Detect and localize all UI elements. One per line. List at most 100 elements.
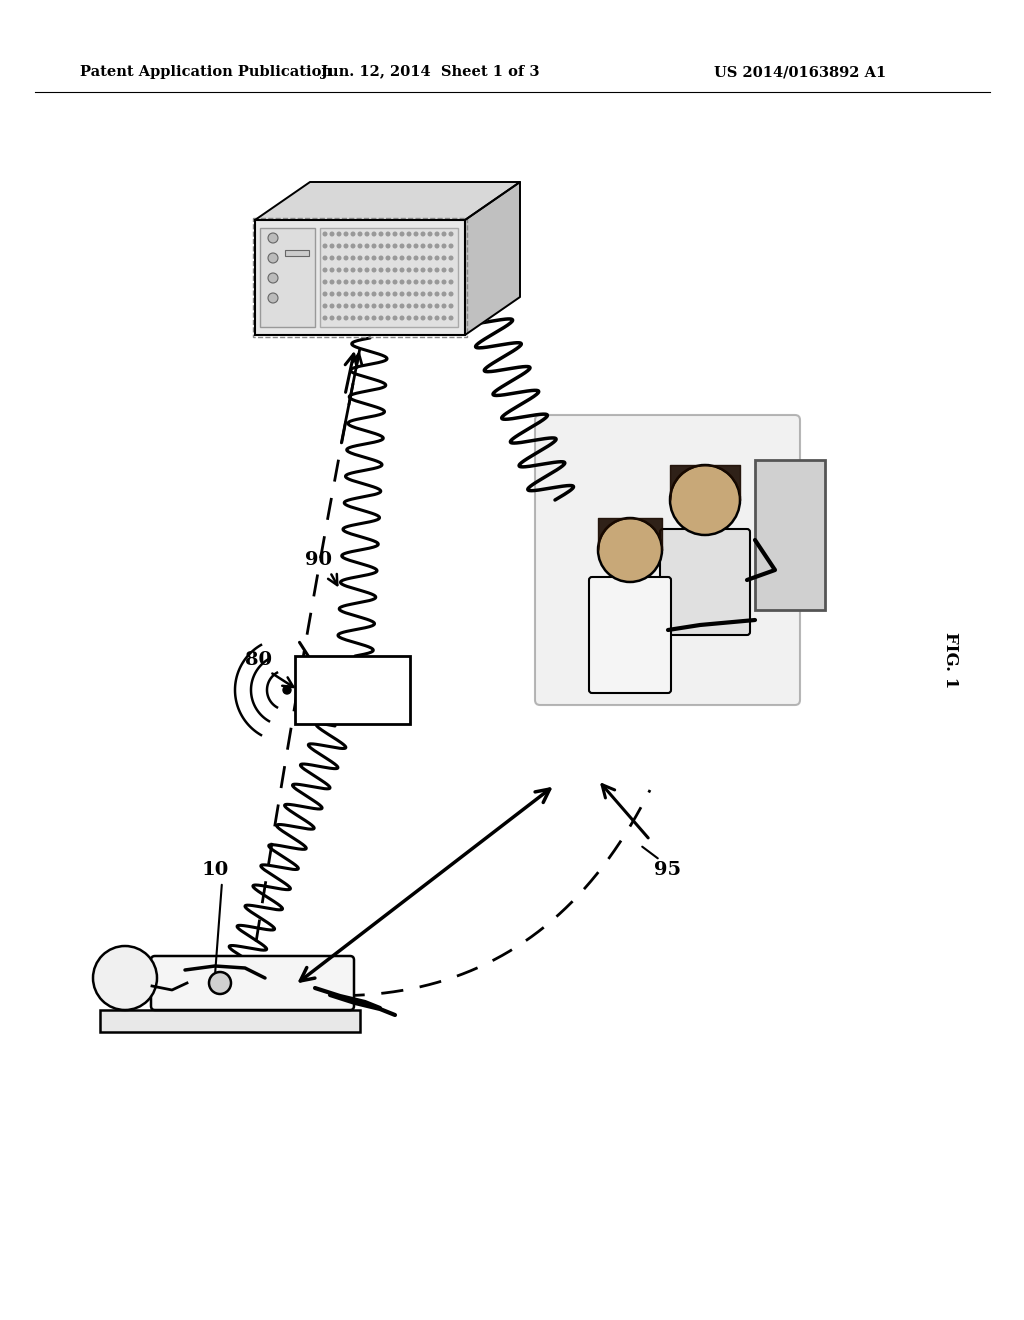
- Circle shape: [379, 292, 383, 296]
- Circle shape: [421, 256, 425, 260]
- Circle shape: [428, 292, 432, 296]
- Circle shape: [372, 280, 376, 284]
- Circle shape: [393, 268, 397, 272]
- Circle shape: [428, 268, 432, 272]
- Circle shape: [386, 304, 390, 308]
- Circle shape: [372, 268, 376, 272]
- Circle shape: [400, 268, 403, 272]
- Circle shape: [358, 232, 361, 236]
- Text: 80: 80: [245, 651, 271, 669]
- Text: FIG. 1: FIG. 1: [941, 632, 958, 688]
- Circle shape: [330, 280, 334, 284]
- Circle shape: [330, 232, 334, 236]
- Circle shape: [268, 273, 278, 282]
- Text: Jun. 12, 2014  Sheet 1 of 3: Jun. 12, 2014 Sheet 1 of 3: [321, 65, 540, 79]
- FancyBboxPatch shape: [151, 956, 354, 1010]
- Circle shape: [400, 256, 403, 260]
- Circle shape: [442, 256, 445, 260]
- Circle shape: [358, 256, 361, 260]
- Circle shape: [366, 268, 369, 272]
- Circle shape: [330, 244, 334, 248]
- Circle shape: [366, 304, 369, 308]
- Circle shape: [344, 317, 348, 319]
- Circle shape: [351, 304, 354, 308]
- Circle shape: [366, 292, 369, 296]
- Polygon shape: [255, 182, 520, 220]
- Circle shape: [337, 292, 341, 296]
- Circle shape: [408, 256, 411, 260]
- Circle shape: [358, 292, 361, 296]
- Circle shape: [393, 244, 397, 248]
- Circle shape: [344, 232, 348, 236]
- Circle shape: [442, 280, 445, 284]
- Circle shape: [393, 256, 397, 260]
- Circle shape: [400, 317, 403, 319]
- Circle shape: [324, 292, 327, 296]
- Circle shape: [421, 317, 425, 319]
- Circle shape: [414, 256, 418, 260]
- Circle shape: [351, 280, 354, 284]
- Circle shape: [414, 317, 418, 319]
- Circle shape: [366, 244, 369, 248]
- Circle shape: [386, 244, 390, 248]
- Circle shape: [421, 232, 425, 236]
- Circle shape: [358, 304, 361, 308]
- Circle shape: [366, 232, 369, 236]
- Circle shape: [393, 232, 397, 236]
- Circle shape: [408, 292, 411, 296]
- Bar: [285, 249, 309, 256]
- Circle shape: [330, 317, 334, 319]
- Circle shape: [351, 268, 354, 272]
- Bar: [295, 656, 410, 723]
- Bar: [100, 1010, 360, 1032]
- Text: 90: 90: [304, 550, 332, 569]
- Circle shape: [400, 232, 403, 236]
- Circle shape: [408, 232, 411, 236]
- Circle shape: [324, 317, 327, 319]
- Circle shape: [324, 304, 327, 308]
- Circle shape: [450, 232, 453, 236]
- Circle shape: [93, 946, 157, 1010]
- Circle shape: [408, 268, 411, 272]
- Circle shape: [379, 256, 383, 260]
- Circle shape: [324, 268, 327, 272]
- Circle shape: [393, 280, 397, 284]
- Circle shape: [421, 244, 425, 248]
- Circle shape: [386, 280, 390, 284]
- Circle shape: [337, 256, 341, 260]
- Circle shape: [414, 292, 418, 296]
- Circle shape: [435, 244, 439, 248]
- Circle shape: [428, 244, 432, 248]
- Circle shape: [209, 972, 231, 994]
- Circle shape: [366, 256, 369, 260]
- Circle shape: [330, 256, 334, 260]
- Circle shape: [330, 292, 334, 296]
- Circle shape: [400, 292, 403, 296]
- Circle shape: [386, 256, 390, 260]
- Circle shape: [450, 280, 453, 284]
- Circle shape: [283, 686, 291, 694]
- Text: 95: 95: [654, 861, 682, 879]
- Circle shape: [400, 244, 403, 248]
- Circle shape: [324, 280, 327, 284]
- Circle shape: [400, 304, 403, 308]
- Circle shape: [366, 280, 369, 284]
- Circle shape: [442, 317, 445, 319]
- Circle shape: [435, 256, 439, 260]
- Circle shape: [428, 280, 432, 284]
- Circle shape: [337, 280, 341, 284]
- Circle shape: [428, 317, 432, 319]
- Circle shape: [351, 317, 354, 319]
- Circle shape: [337, 304, 341, 308]
- Circle shape: [428, 232, 432, 236]
- Circle shape: [379, 304, 383, 308]
- Circle shape: [344, 280, 348, 284]
- Circle shape: [372, 244, 376, 248]
- Bar: [255, 220, 465, 335]
- Bar: [319, 228, 458, 327]
- Circle shape: [442, 244, 445, 248]
- Circle shape: [358, 317, 361, 319]
- Circle shape: [268, 253, 278, 263]
- Circle shape: [372, 232, 376, 236]
- Circle shape: [408, 317, 411, 319]
